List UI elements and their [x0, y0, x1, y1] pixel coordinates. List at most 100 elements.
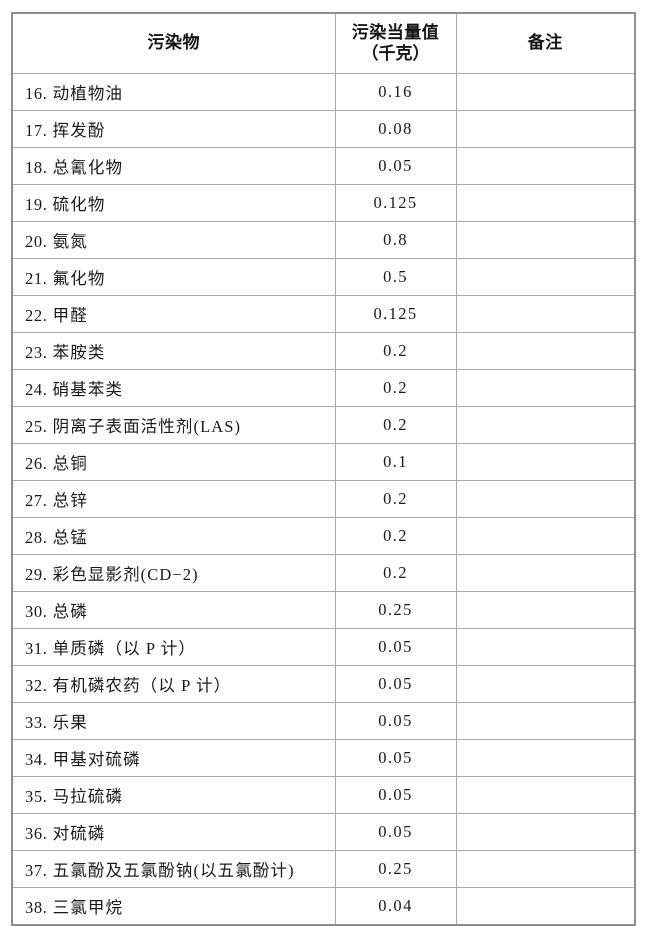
equivalent-value-cell: 0.125 [334, 295, 457, 333]
table-row: 20. 氨氮 0.8 [11, 221, 636, 259]
pollutant-name: 乐果 [52, 713, 88, 732]
equivalent-value-cell: 0.05 [334, 702, 457, 740]
pollutant-name-cell: 28. 总锰 [11, 517, 336, 555]
pollutant-name: 三氯甲烷 [52, 898, 124, 917]
pollutant-index: 33. [25, 713, 48, 732]
table-row: 32. 有机磷农药（以 P 计） 0.05 [11, 665, 636, 703]
pollutant-name-cell: 27. 总锌 [11, 480, 336, 518]
remark-cell [455, 221, 636, 259]
equivalent-value-cell: 0.1 [334, 443, 457, 481]
remark-cell [455, 702, 636, 740]
table-row: 34. 甲基对硫磷 0.05 [11, 739, 636, 777]
pollutant-name-cell: 18. 总氰化物 [11, 147, 336, 185]
pollutant-name: 彩色显影剂(CD−2) [52, 565, 199, 584]
pollutant-index: 19. [25, 195, 48, 214]
pollutant-index: 29. [25, 565, 48, 584]
remark-cell [455, 591, 636, 629]
equivalent-value-cell: 0.05 [334, 665, 457, 703]
column-header-remark: 备注 [455, 12, 636, 74]
column-header-pollutant: 污染物 [11, 12, 336, 74]
equivalent-value-cell: 0.2 [334, 369, 457, 407]
pollutant-index: 17. [25, 121, 48, 140]
remark-cell [455, 850, 636, 888]
table-row: 26. 总铜 0.1 [11, 443, 636, 481]
pollutant-name-cell: 38. 三氯甲烷 [11, 887, 336, 926]
remark-cell [455, 665, 636, 703]
remark-cell [455, 739, 636, 777]
equivalent-value-cell: 0.08 [334, 110, 457, 148]
equivalent-value-cell: 0.05 [334, 813, 457, 851]
pollutant-index: 36. [25, 824, 48, 843]
table-row: 18. 总氰化物 0.05 [11, 147, 636, 185]
table-row: 31. 单质磷（以 P 计） 0.05 [11, 628, 636, 666]
remark-cell [455, 813, 636, 851]
remark-cell [455, 406, 636, 444]
pollutant-name-cell: 31. 单质磷（以 P 计） [11, 628, 336, 666]
column-header-equivalent-value: 污染当量值 （千克） [334, 12, 457, 74]
pollutant-index: 34. [25, 750, 48, 769]
pollutant-name-cell: 20. 氨氮 [11, 221, 336, 259]
equivalent-value-cell: 0.25 [334, 850, 457, 888]
remark-cell [455, 887, 636, 926]
table-header-row: 污染物 污染当量值 （千克） 备注 [11, 12, 636, 74]
table-row: 27. 总锌 0.2 [11, 480, 636, 518]
equivalent-value-cell: 0.2 [334, 332, 457, 370]
table-row: 25. 阴离子表面活性剂(LAS) 0.2 [11, 406, 636, 444]
pollutant-name-cell: 37. 五氯酚及五氯酚钠(以五氯酚计) [11, 850, 336, 888]
equivalent-value-cell: 0.2 [334, 554, 457, 592]
equivalent-value-cell: 0.2 [334, 517, 457, 555]
column-header-remark-label: 备注 [527, 33, 563, 54]
pollutant-name: 挥发酚 [52, 121, 106, 140]
pollutant-name-cell: 25. 阴离子表面活性剂(LAS) [11, 406, 336, 444]
remark-cell [455, 480, 636, 518]
table-row: 33. 乐果 0.05 [11, 702, 636, 740]
pollutant-name: 总氰化物 [52, 158, 124, 177]
pollutant-name-cell: 21. 氟化物 [11, 258, 336, 296]
pollutant-index: 22. [25, 306, 48, 325]
pollutant-name: 总锌 [52, 491, 88, 510]
table-body: 16. 动植物油 0.16 17. 挥发酚 0.08 18. 总氰化物 0.05 19. 硫… [11, 73, 636, 926]
remark-cell [455, 110, 636, 148]
pollutant-index: 30. [25, 602, 48, 621]
pollutant-name: 马拉硫磷 [52, 787, 124, 806]
pollutant-name-cell: 17. 挥发酚 [11, 110, 336, 148]
pollutant-name: 总磷 [52, 602, 88, 621]
pollutant-name: 硫化物 [52, 195, 106, 214]
equivalent-value-cell: 0.2 [334, 406, 457, 444]
equivalent-value-cell: 0.8 [334, 221, 457, 259]
table-header: 污染物 污染当量值 （千克） 备注 [11, 12, 636, 74]
pollutant-name: 五氯酚及五氯酚钠(以五氯酚计) [52, 861, 295, 880]
pollutant-name: 氨氮 [52, 232, 88, 251]
pollutant-name: 有机磷农药（以 P 计） [52, 676, 232, 695]
pollutant-equivalent-table-wrapper: 污染物 污染当量值 （千克） 备注 16. 动植物油 0.16 17. 挥发酚 0.0… [11, 12, 636, 926]
pollutant-name: 单质磷（以 P 计） [52, 639, 196, 658]
equivalent-value-cell: 0.5 [334, 258, 457, 296]
table-row: 23. 苯胺类 0.2 [11, 332, 636, 370]
table-row: 36. 对硫磷 0.05 [11, 813, 636, 851]
pollutant-name: 甲基对硫磷 [52, 750, 141, 769]
remark-cell [455, 517, 636, 555]
pollutant-name-cell: 23. 苯胺类 [11, 332, 336, 370]
pollutant-index: 23. [25, 343, 48, 362]
remark-cell [455, 443, 636, 481]
equivalent-value-cell: 0.25 [334, 591, 457, 629]
equivalent-value-cell: 0.125 [334, 184, 457, 222]
pollutant-index: 35. [25, 787, 48, 806]
pollutant-index: 28. [25, 528, 48, 547]
table-row: 21. 氟化物 0.5 [11, 258, 636, 296]
pollutant-name: 阴离子表面活性剂(LAS) [52, 417, 242, 436]
pollutant-name: 甲醛 [52, 306, 88, 325]
pollutant-equivalent-table: 污染物 污染当量值 （千克） 备注 16. 动植物油 0.16 17. 挥发酚 0.0… [11, 12, 636, 926]
table-row: 38. 三氯甲烷 0.04 [11, 887, 636, 926]
pollutant-name-cell: 30. 总磷 [11, 591, 336, 629]
table-row: 24. 硝基苯类 0.2 [11, 369, 636, 407]
table-row: 29. 彩色显影剂(CD−2) 0.2 [11, 554, 636, 592]
pollutant-index: 26. [25, 454, 48, 473]
pollutant-name: 氟化物 [52, 269, 106, 288]
pollutant-name: 总铜 [52, 454, 88, 473]
pollutant-index: 21. [25, 269, 48, 288]
pollutant-index: 37. [25, 861, 48, 880]
equivalent-value-cell: 0.05 [334, 628, 457, 666]
equivalent-value-cell: 0.04 [334, 887, 457, 926]
column-header-pollutant-label: 污染物 [147, 33, 200, 54]
